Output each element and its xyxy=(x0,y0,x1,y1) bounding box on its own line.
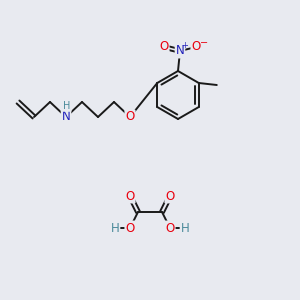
Text: N: N xyxy=(176,44,184,58)
Text: O: O xyxy=(159,40,169,53)
Text: −: − xyxy=(200,38,208,48)
Text: H: H xyxy=(63,101,71,111)
Text: O: O xyxy=(125,110,135,124)
Text: O: O xyxy=(191,40,201,53)
Text: O: O xyxy=(125,221,135,235)
Text: O: O xyxy=(125,190,135,202)
Text: H: H xyxy=(111,221,119,235)
Text: O: O xyxy=(165,190,175,202)
Text: +: + xyxy=(182,40,188,50)
Text: N: N xyxy=(61,110,70,124)
Text: O: O xyxy=(165,221,175,235)
Text: H: H xyxy=(181,221,189,235)
